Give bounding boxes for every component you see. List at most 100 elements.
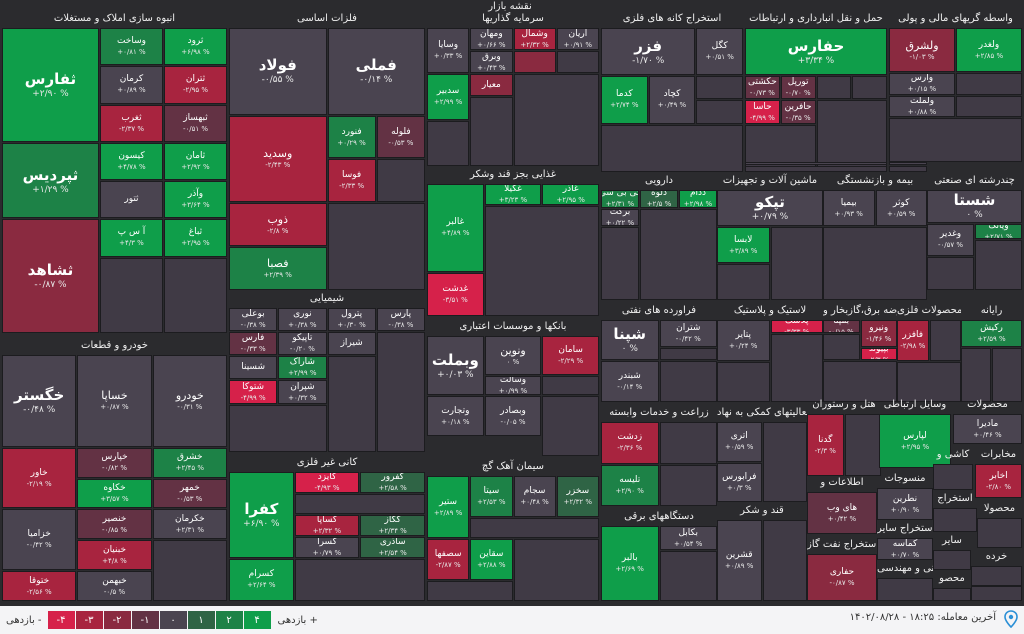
stock-tile[interactable]: فافزر -۲/۹۸ %: [897, 320, 929, 361]
stock-tile[interactable]: کایزد -۴/۹۳ %: [294, 472, 360, 493]
stock-tile[interactable]: سصفها -۲/۸۷ %: [427, 539, 470, 580]
stock-tile[interactable]: ثرود +۶/۹۸ %: [163, 28, 227, 66]
stock-tile[interactable]: نوری +۰/۳۸ %: [278, 308, 327, 332]
stock-tile[interactable]: کچاد +۰/۴۹ %: [648, 76, 696, 124]
stock-tile[interactable]: وارس +۰/۱۵ %: [889, 73, 955, 95]
stock-tile[interactable]: شتوکا -۴/۹۹ %: [229, 380, 278, 404]
stock-tile[interactable]: ثپردیس +۱/۲۹ %: [2, 142, 99, 219]
stock-tile[interactable]: ساذری +۲/۵۴ %: [360, 536, 425, 558]
stock-tile[interactable]: کی بی سی+۲/۳۱ %: [601, 190, 639, 208]
stock-tile[interactable]: معیار: [470, 74, 513, 97]
stock-tile[interactable]: ددام +۲/۹۸ %: [679, 190, 717, 208]
stock-tile[interactable]: خبهمن -۰/۵ %: [77, 571, 152, 601]
stock-tile[interactable]: خکرمان +۲/۳۱ %: [152, 509, 227, 540]
stock-tile[interactable]: بیمیا +۰/۹۳ %: [823, 190, 875, 226]
stock-tile[interactable]: اتری +۰/۵۹ %: [717, 422, 762, 462]
stock-tile[interactable]: خمهر -۰/۵۳ %: [152, 478, 227, 509]
stock-tile[interactable]: وبرق +۰/۴۳ %: [470, 51, 513, 74]
stock-tile[interactable]: کسرام +۲/۶۴ %: [229, 558, 294, 601]
stock-tile[interactable]: سخزر +۲/۳۲ %: [556, 476, 599, 517]
stock-tile[interactable]: کیسون +۴/۷۸ %: [99, 142, 163, 180]
stock-tile[interactable]: بپاس+۰/۸۹ %: [889, 162, 927, 165]
stock-tile[interactable]: وغدیر -۰/۵۷ %: [927, 223, 974, 257]
stock-tile[interactable]: ثغرب -۲/۳۷ %: [99, 104, 163, 142]
stock-tile[interactable]: وشمال +۲/۳۲ %: [513, 28, 556, 51]
stock-tile[interactable]: سجام +۰/۴۸ %: [513, 476, 556, 517]
stock-tile[interactable]: تلیسه +۲/۹۰ %: [601, 464, 659, 506]
stock-tile[interactable]: وبملت +۰/۰۳ %: [427, 336, 484, 396]
stock-tile[interactable]: کفرور +۲/۵۸ %: [360, 472, 425, 493]
stock-tile[interactable]: غالبر +۴/۸۹ %: [427, 184, 484, 272]
stock-tile[interactable]: شاراک +۲/۹۹ %: [278, 356, 327, 380]
stock-tile[interactable]: ثفارس +۲/۹۰ %: [2, 28, 99, 142]
stock-tile[interactable]: کسرا +۰/۷۹ %: [294, 536, 360, 558]
stock-tile[interactable]: فنورد +۰/۲۹ %: [327, 115, 376, 159]
stock-tile[interactable]: خشرق +۲/۴۵ %: [152, 447, 227, 478]
stock-tile[interactable]: سامان -۲/۲۹ %: [542, 336, 599, 376]
stock-tile[interactable]: فولاد -۰/۵۵ %: [229, 28, 327, 115]
stock-tile[interactable]: وسدید -۲/۴۳ %: [229, 115, 327, 203]
stock-tile[interactable]: تپکو +۰/۷۹ %: [717, 190, 823, 226]
stock-tile[interactable]: کوثر +۰/۵۹ %: [875, 190, 927, 226]
stock-tile[interactable]: سیتا +۲/۵۳ %: [470, 476, 513, 517]
stock-tile[interactable]: قشرین +۰/۸۹ %: [717, 520, 762, 601]
stock-tile[interactable]: خبنیان +۴/۸ %: [77, 540, 152, 571]
stock-tile[interactable]: سدبیر +۲/۹۹ %: [427, 74, 470, 120]
stock-tile[interactable]: برکت +۰/۲۲ %: [601, 208, 639, 226]
stock-tile[interactable]: ثتران -۲/۹۵ %: [163, 66, 227, 104]
stock-tile[interactable]: بکابل +۰/۵۴ %: [659, 526, 717, 551]
stock-tile[interactable]: نطرین +۰/۹۰ %: [877, 488, 933, 520]
stock-tile[interactable]: ثباغ +۲/۹۵ %: [163, 219, 227, 257]
stock-tile[interactable]: بالبر +۲/۶۹ %: [601, 526, 659, 601]
stock-tile[interactable]: حاسا -۴/۹۹ %: [745, 100, 780, 124]
stock-tile[interactable]: پلاسک -۳/۳۳ %: [770, 320, 823, 333]
stock-tile[interactable]: پترول +۰/۳۰ %: [327, 308, 376, 332]
stock-tile[interactable]: اخابر -۲/۸۰ %: [975, 464, 1022, 498]
stock-tile[interactable]: شپنا ۰ %: [601, 320, 659, 361]
stock-tile[interactable]: ختوقا -۲/۵۶ %: [2, 571, 77, 601]
stock-tile[interactable]: خگستر -۰/۴۸ %: [2, 355, 77, 447]
stock-tile[interactable]: کگاز +۲/۳۴ %: [360, 515, 425, 536]
stock-tile[interactable]: حکشتی -۰/۷۳ %: [745, 76, 780, 100]
stock-tile[interactable]: وتجارت +۰/۱۸ %: [427, 396, 484, 436]
stock-tile[interactable]: پتایر +۰/۲۴ %: [717, 320, 770, 361]
stock-tile[interactable]: ونوین ۰ %: [484, 336, 542, 376]
stock-tile[interactable]: غدشت -۳/۵۱ %: [427, 272, 484, 316]
stock-tile[interactable]: خودرو -۰/۳۱ %: [152, 355, 227, 447]
stock-tile[interactable]: لابسا +۳/۸۹ %: [717, 227, 770, 263]
stock-tile[interactable]: آ س پ +۴/۳ %: [99, 219, 163, 257]
stock-tile[interactable]: بمپنا -۰/۱۵ %: [823, 320, 860, 333]
stock-tile[interactable]: ثامان +۲/۹۲ %: [163, 142, 227, 180]
stock-tile[interactable]: ذوب -۲/۸ %: [229, 203, 327, 247]
stock-tile[interactable]: تاپیکو -۰/۲۰ %: [278, 332, 327, 356]
stock-tile[interactable]: بپیوند -۲/۳ %: [860, 347, 897, 361]
stock-tile[interactable]: وسالت +۰/۹۹ %: [484, 376, 542, 396]
stock-tile[interactable]: غگیلا +۳/۲۳ %: [484, 184, 542, 206]
stock-tile[interactable]: مادیرا +۰/۴۶ %: [953, 414, 1022, 444]
stock-tile[interactable]: شپران +۰/۳۲ %: [278, 380, 327, 404]
stock-tile[interactable]: ولغدر +۲/۸۵ %: [956, 28, 1022, 72]
stock-tile[interactable]: بوعلی -۰/۳۸ %: [229, 308, 278, 332]
stock-tile[interactable]: کگل +۰/۵۱ %: [696, 28, 743, 76]
stock-tile[interactable]: خاور -۲/۱۹ %: [2, 447, 77, 509]
stock-tile[interactable]: کماسه +۰/۷۰ %: [877, 538, 933, 560]
stock-tile[interactable]: ثتور: [99, 181, 163, 219]
stock-tile[interactable]: وسایا +۰/۳۳ %: [427, 28, 470, 74]
stock-tile[interactable]: ومهان +۰/۶۶ %: [470, 28, 513, 51]
stock-tile[interactable]: حفارس +۳/۳۴ %: [745, 28, 887, 76]
stock-tile[interactable]: های وب +۰/۴۲ %: [807, 492, 877, 534]
stock-tile[interactable]: دلوه +۲/۵ %: [640, 190, 678, 208]
stock-tile[interactable]: خزامیا -۰/۴۲ %: [2, 509, 77, 571]
stock-tile[interactable]: ولشرق -۱/۰۳ %: [889, 28, 955, 72]
stock-tile[interactable]: ثشاهد -۰/۸۷ %: [2, 219, 99, 333]
stock-tile[interactable]: خنصیر -۰/۸۵ %: [77, 509, 152, 540]
stock-tile[interactable]: شتران -۰/۴۲ %: [659, 320, 717, 347]
stock-tile[interactable]: کدما +۲/۷۴ %: [601, 76, 648, 124]
stock-tile[interactable]: فرابورس +۰/۳ %: [717, 462, 762, 502]
stock-tile[interactable]: بتهران+۰/۵۹ %: [745, 162, 887, 165]
stock-tile[interactable]: ولملت +۰/۸۸ %: [889, 95, 955, 117]
stock-tile[interactable]: تورپل -۰/۷۰ %: [780, 76, 816, 100]
stock-tile[interactable]: حفاری -۰/۸۷ %: [807, 554, 877, 601]
stock-tile[interactable]: فزر -۱/۷۰ %: [601, 28, 696, 76]
stock-tile[interactable]: فارس -۰/۳۳ %: [229, 332, 278, 356]
